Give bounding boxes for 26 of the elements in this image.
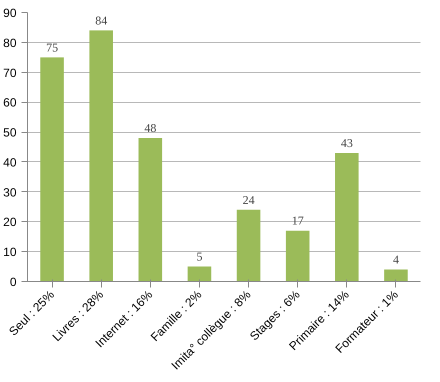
bar (335, 152, 359, 282)
y-tick-label: 60 (3, 96, 17, 110)
data-label: 75 (46, 40, 58, 54)
bar (188, 266, 212, 282)
y-tick-label: 80 (3, 36, 17, 50)
bar (138, 138, 162, 282)
data-label: 24 (242, 192, 255, 207)
bar (286, 230, 310, 282)
y-tick-label: 40 (3, 155, 17, 170)
data-label: 48 (144, 121, 156, 136)
bar (236, 210, 260, 282)
data-label: 43 (340, 136, 353, 150)
y-tick-label: 70 (3, 66, 17, 80)
data-label: 4 (392, 252, 399, 267)
y-tick-label: 30 (3, 185, 17, 200)
bar (40, 57, 64, 282)
bar (89, 30, 113, 282)
data-label: 17 (292, 214, 304, 228)
data-label: 84 (95, 13, 108, 28)
y-tick-label: 10 (3, 245, 17, 260)
y-tick-label: 90 (3, 6, 17, 20)
bar (384, 270, 408, 282)
y-tick-label: 20 (3, 215, 17, 230)
y-tick-label: 0 (10, 275, 17, 289)
data-label: 5 (196, 250, 202, 264)
y-tick-label: 50 (3, 126, 17, 140)
